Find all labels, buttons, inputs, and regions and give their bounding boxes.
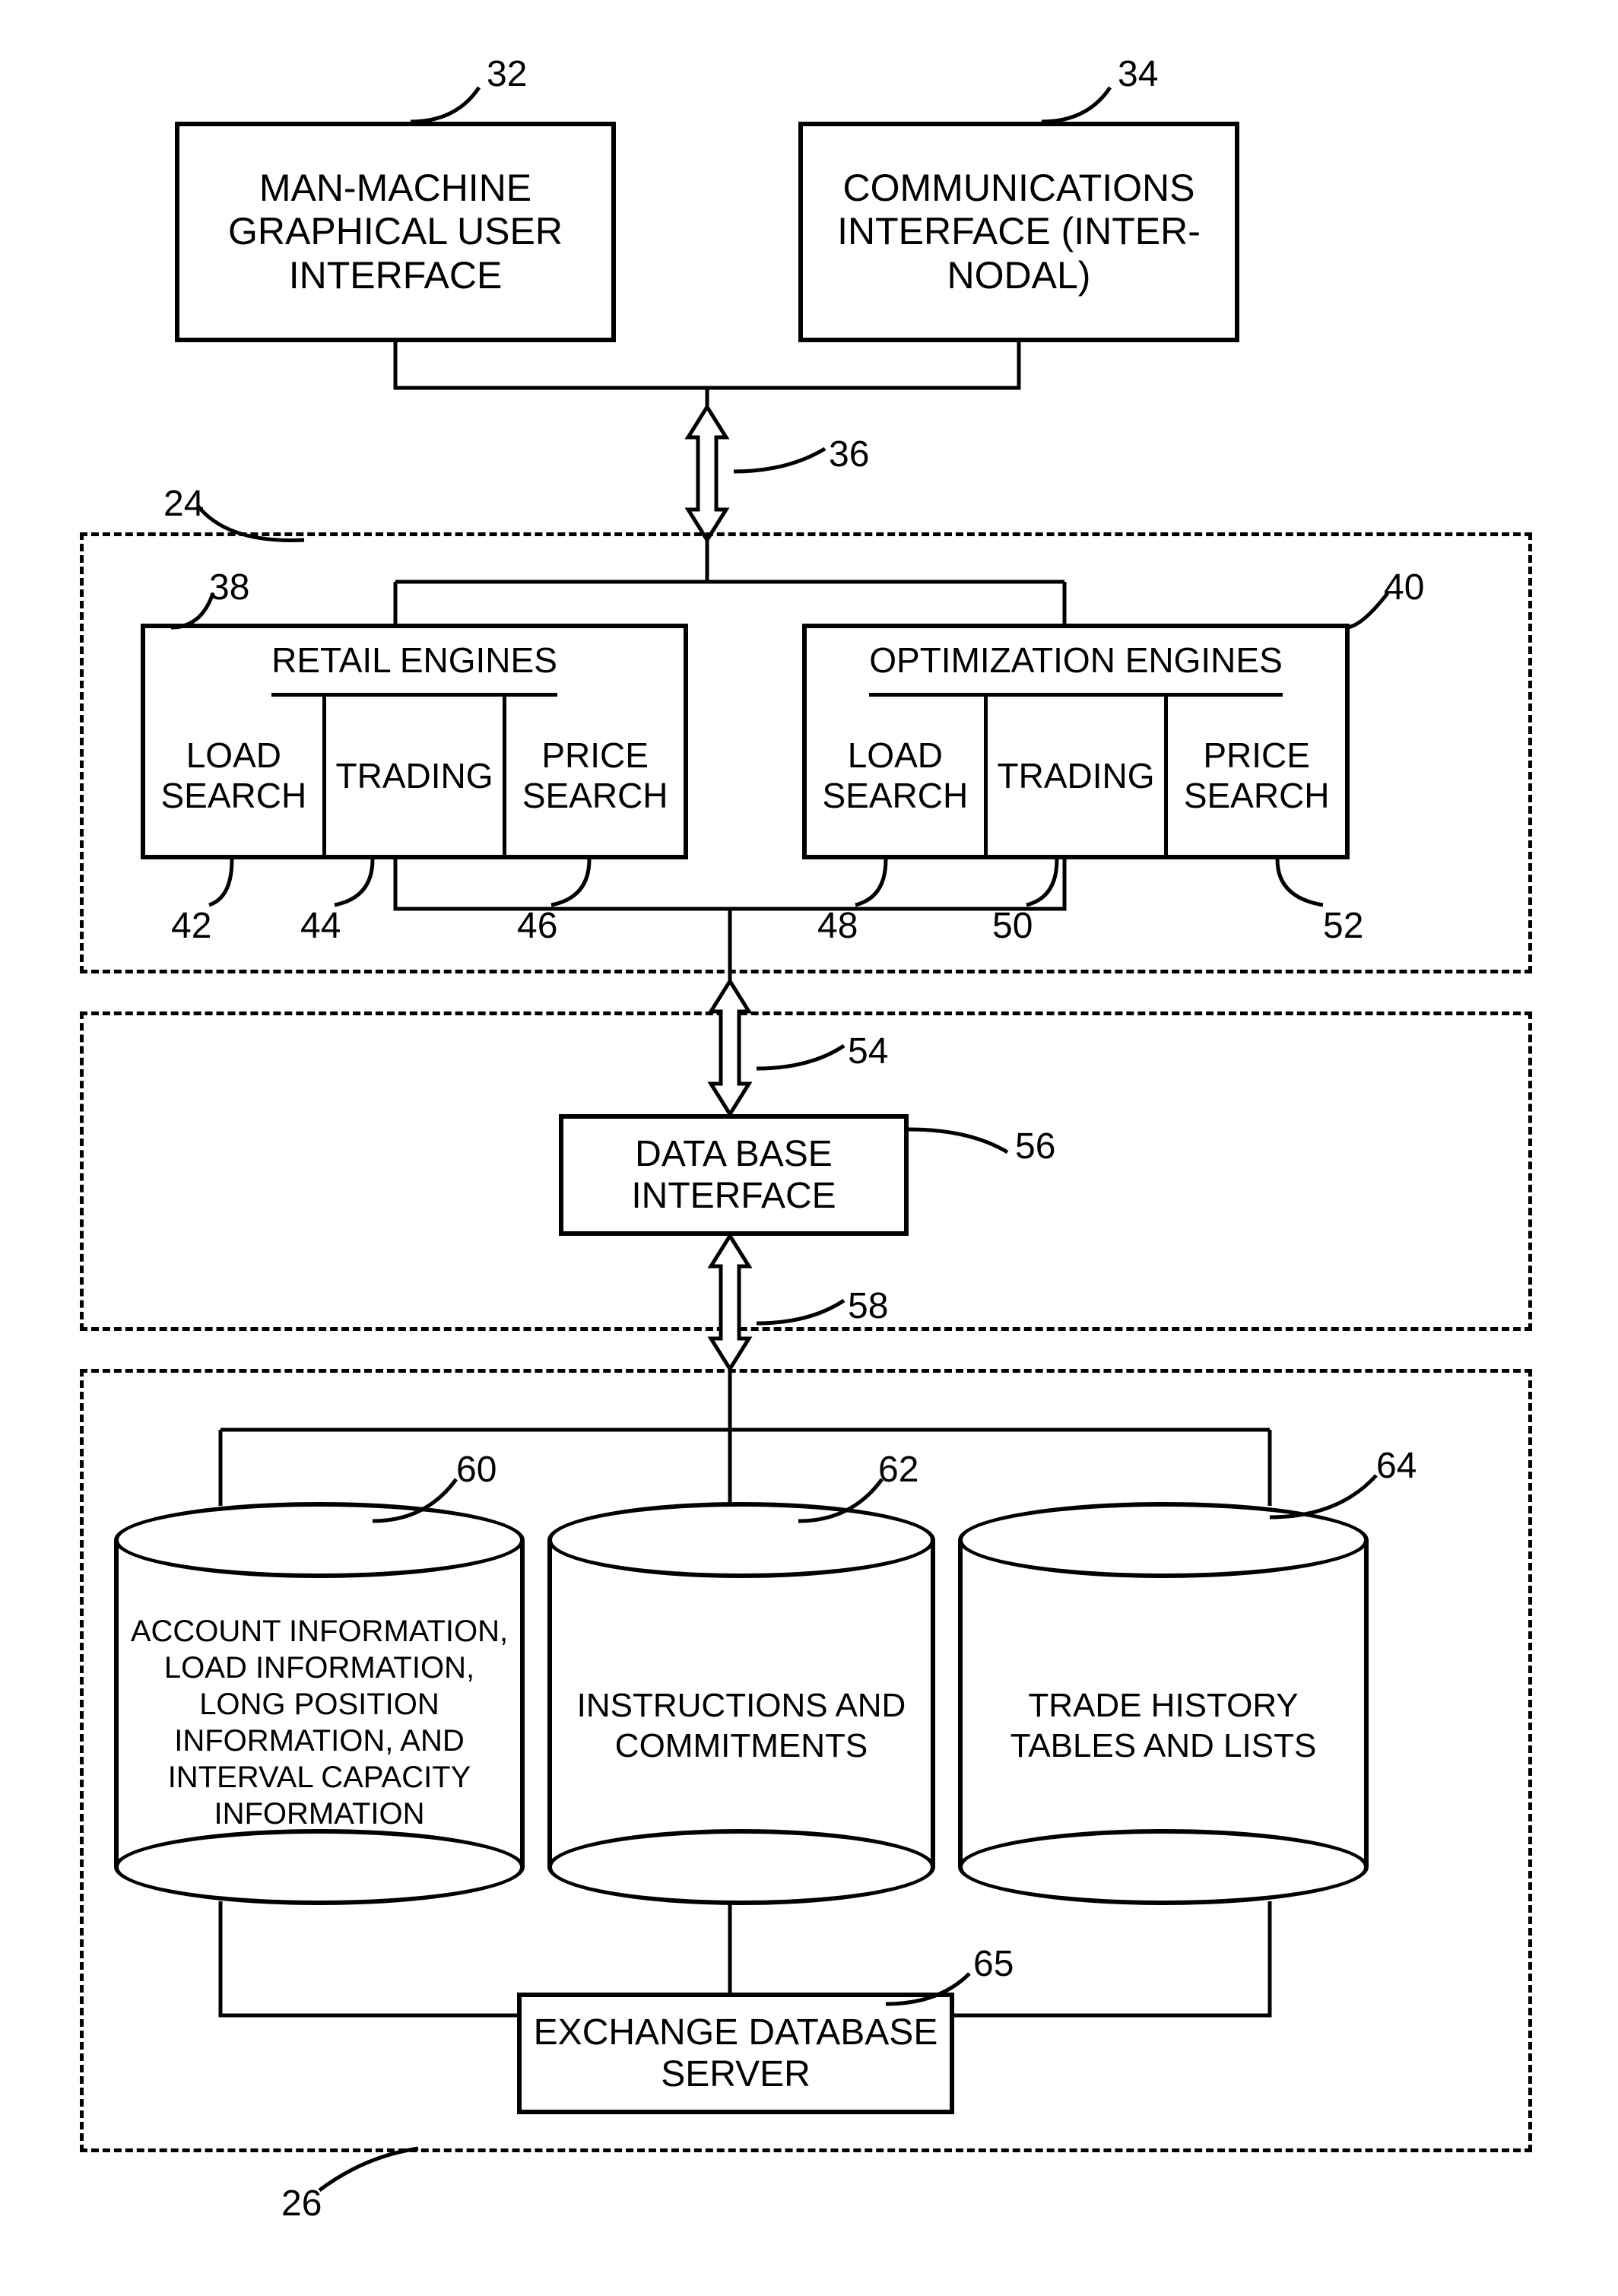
dbserver-text: EXCHANGE DATABASE SERVER: [522, 2012, 950, 2095]
ref-58: 58: [848, 1285, 888, 1327]
ref-56: 56: [1015, 1126, 1055, 1167]
ref-26: 26: [281, 2183, 322, 2225]
ref-60: 60: [456, 1449, 497, 1491]
ref-38: 38: [209, 567, 249, 608]
dbiface-box: DATA BASE INTERFACE: [559, 1114, 909, 1236]
retail-load: LOAD SEARCH: [145, 697, 326, 855]
diagram-canvas: MAN-MACHINE GRAPHICAL USER INTERFACE COM…: [0, 0, 1618, 2296]
cylinder-trade: TRADE HISTORY TABLES AND LISTS: [958, 1502, 1369, 1905]
cyl-instr-text: INSTRUCTIONS AND COMMITMENTS: [547, 1608, 935, 1844]
top-join: [395, 342, 1019, 411]
ref-48: 48: [817, 905, 858, 947]
retail-price: PRICE SEARCH: [506, 697, 684, 855]
retail-row: LOAD SEARCH TRADING PRICE SEARCH: [145, 697, 684, 855]
arrow-36: [684, 407, 730, 540]
optim-load: LOAD SEARCH: [807, 697, 988, 855]
cyl-acct-text: ACCOUNT INFORMATION, LOAD INFORMATION, L…: [114, 1586, 525, 1859]
comms-box: COMMUNICATIONS INTERFACE (INTER-NODAL): [798, 122, 1239, 342]
ref-64: 64: [1376, 1445, 1417, 1487]
optim-trading: TRADING: [988, 697, 1169, 855]
ref-40: 40: [1384, 567, 1424, 608]
ref-54: 54: [848, 1031, 888, 1072]
leader-26: [319, 2148, 426, 2202]
retail-engines-box: RETAIL ENGINES LOAD SEARCH TRADING PRICE…: [141, 624, 688, 859]
ref-65: 65: [973, 1943, 1014, 1985]
ref-34: 34: [1118, 53, 1158, 95]
dbserver-box: EXCHANGE DATABASE SERVER: [517, 1993, 954, 2114]
comms-text: COMMUNICATIONS INTERFACE (INTER-NODAL): [803, 167, 1235, 298]
optim-row: LOAD SEARCH TRADING PRICE SEARCH: [807, 697, 1345, 855]
ref-46: 46: [517, 905, 557, 947]
ref-44: 44: [300, 905, 341, 947]
ref-52: 52: [1323, 905, 1363, 947]
cyl-trade-text: TRADE HISTORY TABLES AND LISTS: [958, 1608, 1369, 1844]
cylinder-instr: INSTRUCTIONS AND COMMITMENTS: [547, 1502, 935, 1905]
gui-box: MAN-MACHINE GRAPHICAL USER INTERFACE: [175, 122, 616, 342]
optim-title: OPTIMIZATION ENGINES: [869, 628, 1283, 697]
ref-32: 32: [487, 53, 527, 95]
leader-36: [734, 449, 833, 479]
dbiface-text: DATA BASE INTERFACE: [563, 1133, 904, 1217]
cylinder-acct: ACCOUNT INFORMATION, LOAD INFORMATION, L…: [114, 1502, 525, 1905]
retail-trading: TRADING: [326, 697, 507, 855]
retail-title: RETAIL ENGINES: [271, 628, 557, 697]
gui-text: MAN-MACHINE GRAPHICAL USER INTERFACE: [179, 167, 611, 298]
ref-50: 50: [992, 905, 1033, 947]
optim-engines-box: OPTIMIZATION ENGINES LOAD SEARCH TRADING…: [802, 624, 1350, 859]
optim-price: PRICE SEARCH: [1168, 697, 1345, 855]
ref-36: 36: [829, 433, 869, 475]
ref-24: 24: [163, 483, 204, 525]
ref-42: 42: [171, 905, 211, 947]
ref-62: 62: [878, 1449, 918, 1491]
